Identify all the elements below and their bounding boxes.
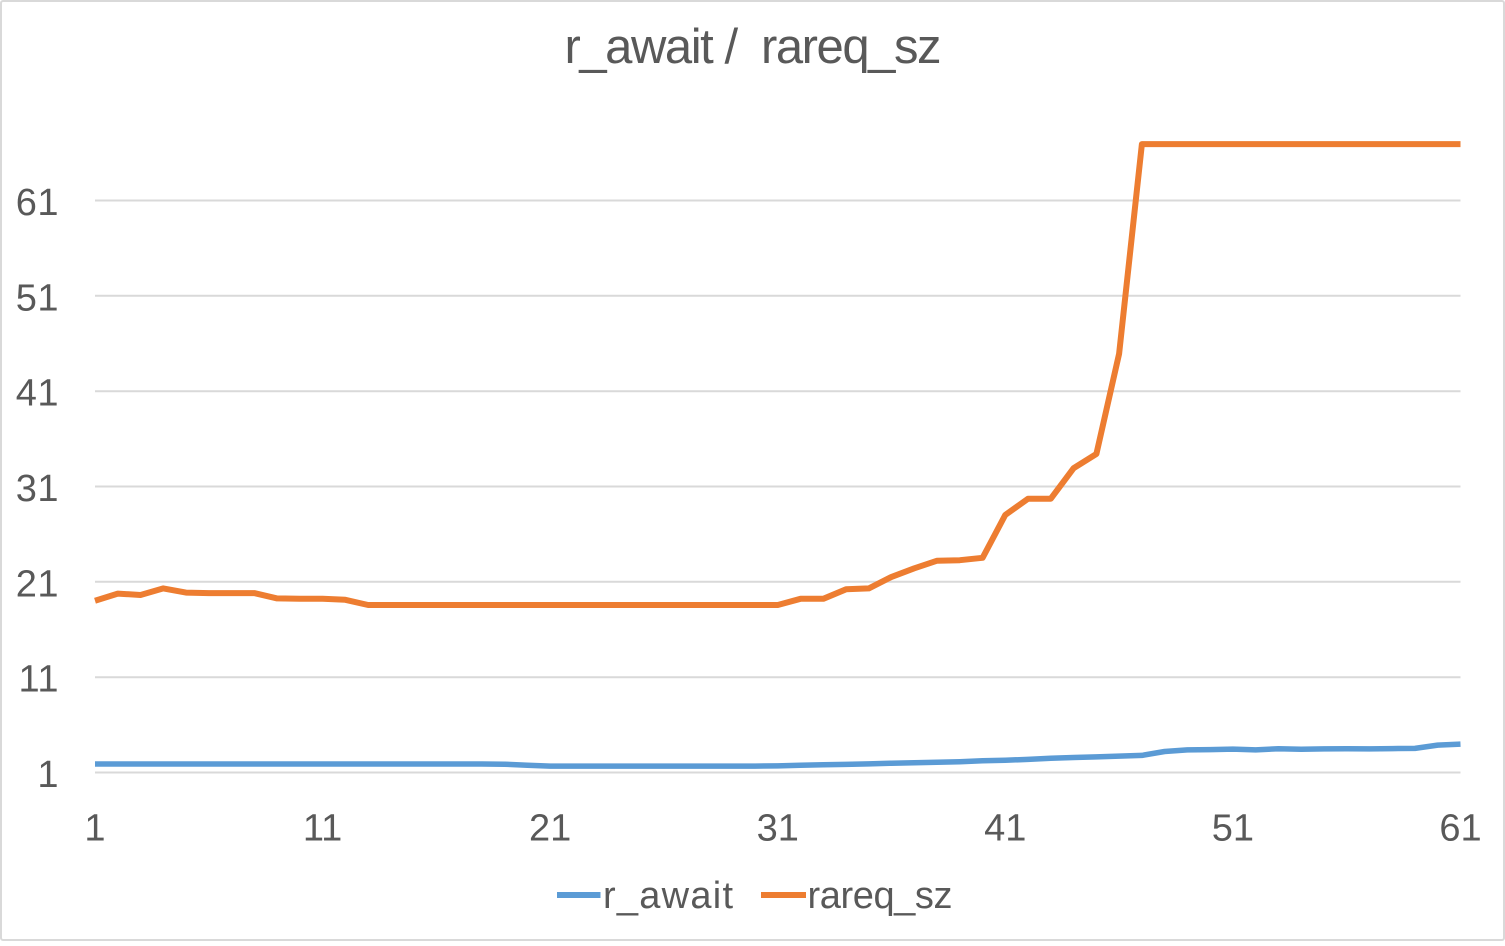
svg-text:r_await: r_await bbox=[603, 875, 733, 917]
svg-text:51: 51 bbox=[16, 277, 59, 319]
svg-text:21: 21 bbox=[529, 808, 571, 850]
svg-text:1: 1 bbox=[37, 754, 59, 796]
svg-text:11: 11 bbox=[19, 659, 59, 701]
svg-text:51: 51 bbox=[1212, 808, 1254, 850]
svg-text:r_await / rareq_sz: r_await / rareq_sz bbox=[565, 20, 942, 74]
svg-text:21: 21 bbox=[16, 563, 59, 605]
svg-text:41: 41 bbox=[984, 808, 1026, 850]
svg-text:31: 31 bbox=[757, 808, 799, 850]
svg-text:31: 31 bbox=[16, 468, 59, 510]
svg-text:61: 61 bbox=[1439, 808, 1481, 850]
svg-text:1: 1 bbox=[84, 808, 105, 850]
svg-text:rareq_sz: rareq_sz bbox=[808, 875, 953, 917]
svg-text:11: 11 bbox=[303, 808, 342, 850]
svg-text:61: 61 bbox=[16, 182, 59, 224]
svg-text:41: 41 bbox=[16, 373, 59, 415]
